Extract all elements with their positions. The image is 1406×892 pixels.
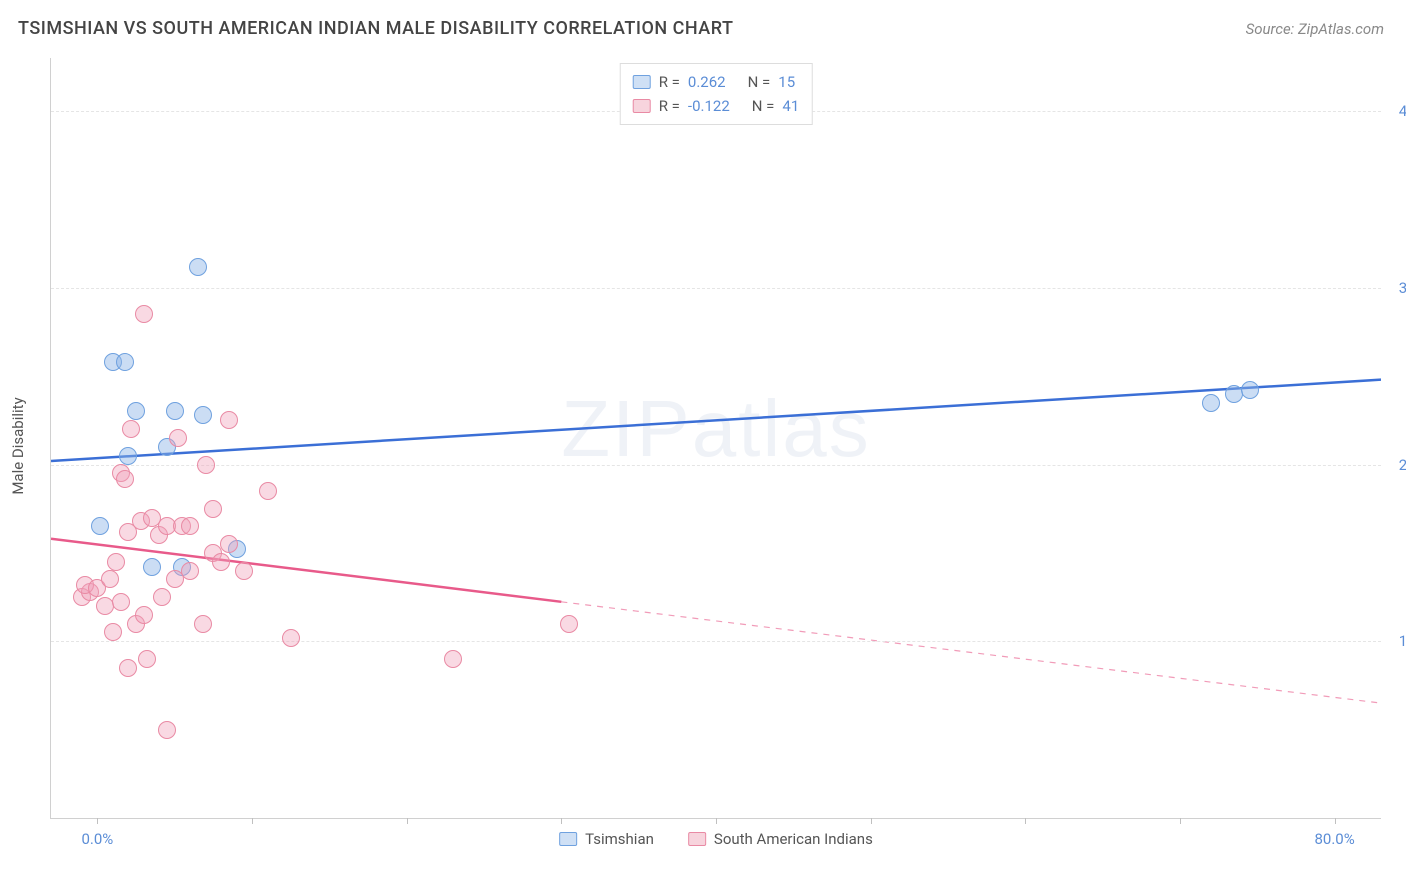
r-label: R =: [659, 70, 680, 94]
trend-lines-layer: [51, 58, 1381, 818]
scatter-point: [444, 650, 462, 668]
scatter-point: [181, 517, 199, 535]
scatter-point: [135, 305, 153, 323]
y-tick-label: 10.0%: [1399, 632, 1406, 650]
y-tick-label: 30.0%: [1399, 279, 1406, 297]
r-value: 0.262: [688, 70, 726, 94]
r-label: R =: [659, 94, 680, 118]
x-tick-label: 80.0%: [1314, 830, 1354, 848]
scatter-point: [212, 553, 230, 571]
x-tick-mark: [871, 818, 872, 824]
x-tick-mark: [97, 818, 98, 824]
plot-area: ZIPatlas R =0.262N =15R =-0.122N =41 Tsi…: [50, 58, 1381, 819]
scatter-point: [1202, 394, 1220, 412]
scatter-point: [143, 558, 161, 576]
scatter-point: [101, 570, 119, 588]
scatter-point: [138, 650, 156, 668]
scatter-point: [560, 615, 578, 633]
legend-label: South American Indians: [714, 830, 873, 848]
x-tick-mark: [1335, 818, 1336, 824]
scatter-point: [127, 402, 145, 420]
scatter-point: [112, 593, 130, 611]
scatter-point: [1241, 381, 1259, 399]
x-tick-mark: [407, 818, 408, 824]
x-tick-label: 0.0%: [81, 830, 113, 848]
legend-swatch: [633, 75, 651, 89]
gridline: [51, 465, 1381, 466]
scatter-point: [158, 721, 176, 739]
scatter-point: [220, 411, 238, 429]
scatter-point: [194, 406, 212, 424]
trend-line-solid: [51, 380, 1381, 461]
legend-swatch: [559, 832, 577, 846]
y-tick-label: 40.0%: [1399, 102, 1406, 120]
legend-stat-row: R = -0.122 N = 41: [633, 94, 800, 118]
scatter-point: [116, 470, 134, 488]
scatter-point: [235, 562, 253, 580]
scatter-point: [194, 615, 212, 633]
scatter-point: [119, 659, 137, 677]
scatter-point: [197, 456, 215, 474]
r-value: -0.122: [688, 94, 730, 118]
n-value: 15: [778, 70, 795, 94]
scatter-point: [204, 500, 222, 518]
chart-container: TSIMSHIAN VS SOUTH AMERICAN INDIAN MALE …: [0, 0, 1406, 892]
scatter-point: [153, 588, 171, 606]
legend-item: Tsimshian: [559, 830, 654, 848]
x-tick-mark: [1180, 818, 1181, 824]
scatter-point: [122, 420, 140, 438]
scatter-point: [135, 606, 153, 624]
scatter-point: [104, 623, 122, 641]
trend-line-dashed: [561, 602, 1381, 703]
scatter-point: [189, 258, 207, 276]
legend-swatch: [688, 832, 706, 846]
scatter-point: [119, 447, 137, 465]
x-tick-mark: [561, 818, 562, 824]
x-tick-mark: [1025, 818, 1026, 824]
scatter-point: [259, 482, 277, 500]
source-attribution: Source: ZipAtlas.com: [1246, 20, 1384, 38]
y-tick-label: 20.0%: [1399, 456, 1406, 474]
x-tick-mark: [716, 818, 717, 824]
scatter-point: [116, 353, 134, 371]
n-label: N =: [748, 70, 771, 94]
n-value: 41: [782, 94, 799, 118]
chart-title: TSIMSHIAN VS SOUTH AMERICAN INDIAN MALE …: [18, 18, 733, 39]
series-legend: Tsimshian South American Indians: [559, 830, 873, 848]
legend-label: Tsimshian: [585, 830, 654, 848]
y-axis-label: Male Disability: [9, 397, 27, 494]
n-label: N =: [752, 94, 775, 118]
trend-line-solid: [51, 539, 561, 602]
gridline: [51, 641, 1381, 642]
scatter-point: [166, 402, 184, 420]
legend-stat-row: R = 0.262 N = 15: [633, 70, 800, 94]
scatter-point: [220, 535, 238, 553]
legend-item: South American Indians: [688, 830, 873, 848]
legend-swatch: [633, 99, 651, 113]
x-tick-mark: [252, 818, 253, 824]
scatter-point: [107, 553, 125, 571]
scatter-point: [282, 629, 300, 647]
watermark-text: ZIPatlas: [561, 383, 870, 475]
scatter-point: [181, 562, 199, 580]
stats-legend: R =0.262N =15R =-0.122N =41: [620, 63, 813, 125]
scatter-point: [169, 429, 187, 447]
gridline: [51, 288, 1381, 289]
scatter-point: [91, 517, 109, 535]
